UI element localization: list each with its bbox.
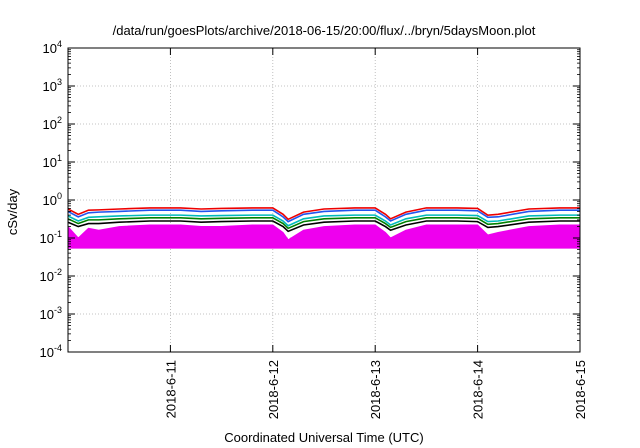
x-axis: 2018-6-11 2018-6-12 2018-6-13 2018-6-14 2018… <box>163 48 588 419</box>
x-tick-label: 2018-6-13 <box>368 360 383 419</box>
x-axis-label: Coordinated Universal Time (UTC) <box>224 430 423 445</box>
y-axis: 10-4 10-3 10-2 10-1 100 101 102 103 104 <box>40 39 580 360</box>
series-line-2 <box>68 217 580 230</box>
y-tick-label: 103 <box>43 77 62 94</box>
series-line-3 <box>68 214 580 227</box>
x-tick-label: 2018-6-14 <box>471 360 486 419</box>
y-tick-label: 104 <box>43 39 62 56</box>
y-tick-label: 101 <box>43 153 62 170</box>
series-line-1 <box>68 220 580 233</box>
series-line-5 <box>68 207 580 221</box>
chart-title: /data/run/goesPlots/archive/2018-06-15/2… <box>113 23 536 38</box>
y-tick-label: 10-4 <box>40 343 62 360</box>
y-tick-label: 100 <box>43 191 62 208</box>
y-tick-label: 102 <box>43 115 62 132</box>
y-tick-label: 10-3 <box>40 305 62 322</box>
x-tick-label: 2018-6-11 <box>163 360 178 418</box>
plot-series <box>68 207 580 249</box>
y-tick-label: 10-2 <box>40 267 62 284</box>
series-line-4 <box>68 209 580 223</box>
grid <box>68 48 581 352</box>
x-tick-label: 2018-6-12 <box>266 360 281 419</box>
y-axis-label: cSv/day <box>5 188 20 235</box>
series-area-0 <box>68 224 580 249</box>
y-tick-label: 10-1 <box>40 229 62 246</box>
x-tick-label: 2018-6-15 <box>573 360 588 419</box>
